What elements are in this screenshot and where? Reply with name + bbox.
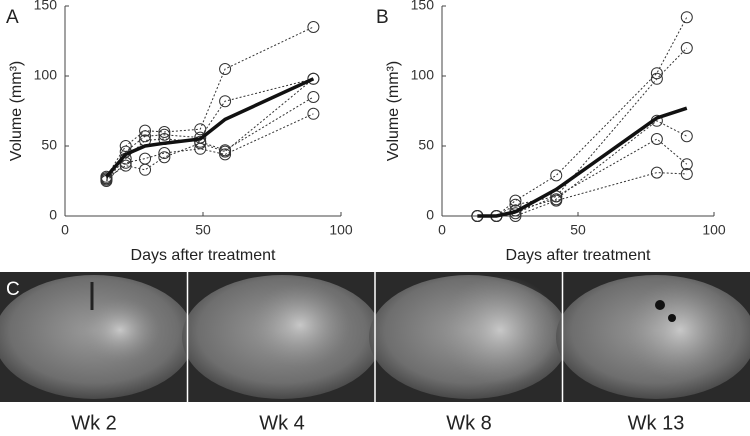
data-point: [650, 166, 663, 179]
x-tick-label: 100: [329, 222, 353, 238]
data-point: [307, 21, 320, 33]
panel-label: B: [376, 7, 389, 28]
data-point: [119, 159, 132, 172]
x-tick-label: 0: [438, 222, 446, 238]
y-tick-label: 0: [426, 207, 434, 223]
mri-image: [556, 275, 750, 399]
data-point: [550, 169, 563, 182]
data-point: [158, 128, 171, 141]
mri-image: [369, 275, 569, 399]
image-caption: Wk 8: [446, 412, 492, 434]
subject-line: [477, 138, 688, 217]
x-axis-label: Days after treatment: [506, 247, 652, 264]
data-point: [307, 91, 320, 103]
mean-line: [105, 77, 315, 178]
data-point: [509, 194, 522, 207]
data-point: [139, 130, 152, 143]
data-point: [139, 152, 152, 165]
y-tick-label: 100: [411, 67, 435, 83]
data-point: [158, 147, 171, 159]
data-point: [158, 126, 171, 138]
data-point: [680, 130, 693, 143]
data-point: [158, 151, 171, 164]
y-tick-label: 50: [418, 137, 434, 153]
subject-line: [477, 120, 688, 217]
data-point: [650, 72, 663, 85]
image-caption: Wk 2: [71, 412, 117, 434]
data-point: [307, 72, 320, 85]
subject-line: [105, 26, 314, 178]
data-point: [100, 172, 113, 185]
data-point: [550, 194, 563, 207]
mri-strip: C: [0, 272, 750, 402]
y-axis-label: Volume (mm³): [385, 61, 402, 161]
mean-line: [477, 106, 688, 218]
panel-label: C: [6, 279, 20, 300]
data-point: [680, 168, 693, 180]
y-tick-label: 150: [411, 0, 435, 13]
y-tick-label: 50: [41, 137, 57, 153]
image-caption: Wk 13: [628, 412, 685, 434]
data-point: [219, 145, 232, 158]
panel-label: A: [6, 7, 19, 28]
subject-line: [106, 96, 314, 180]
data-point: [219, 95, 232, 108]
data-point: [139, 163, 152, 176]
data-point: [219, 63, 232, 75]
y-tick-label: 150: [34, 0, 58, 13]
x-tick-label: 50: [195, 222, 211, 238]
y-axis-label: Volume (mm³): [8, 61, 25, 161]
data-point: [219, 148, 232, 161]
x-tick-label: 50: [570, 222, 586, 238]
x-axis-label: Days after treatment: [131, 247, 277, 264]
image-caption: Wk 4: [259, 412, 305, 434]
data-point: [680, 42, 693, 54]
subject-line: [105, 78, 314, 179]
data-point: [307, 107, 320, 120]
x-tick-label: 0: [61, 222, 69, 238]
data-point: [194, 123, 207, 136]
x-tick-label: 100: [702, 222, 726, 238]
data-point: [680, 158, 693, 171]
y-tick-label: 100: [34, 67, 58, 83]
subject-line: [477, 16, 688, 217]
subject-line: [106, 113, 314, 182]
mri-image: [182, 275, 382, 399]
subject-line: [106, 78, 314, 179]
mri-image: [0, 275, 194, 399]
data-point: [680, 11, 693, 24]
data-point: [650, 133, 663, 145]
y-tick-label: 0: [49, 207, 57, 223]
